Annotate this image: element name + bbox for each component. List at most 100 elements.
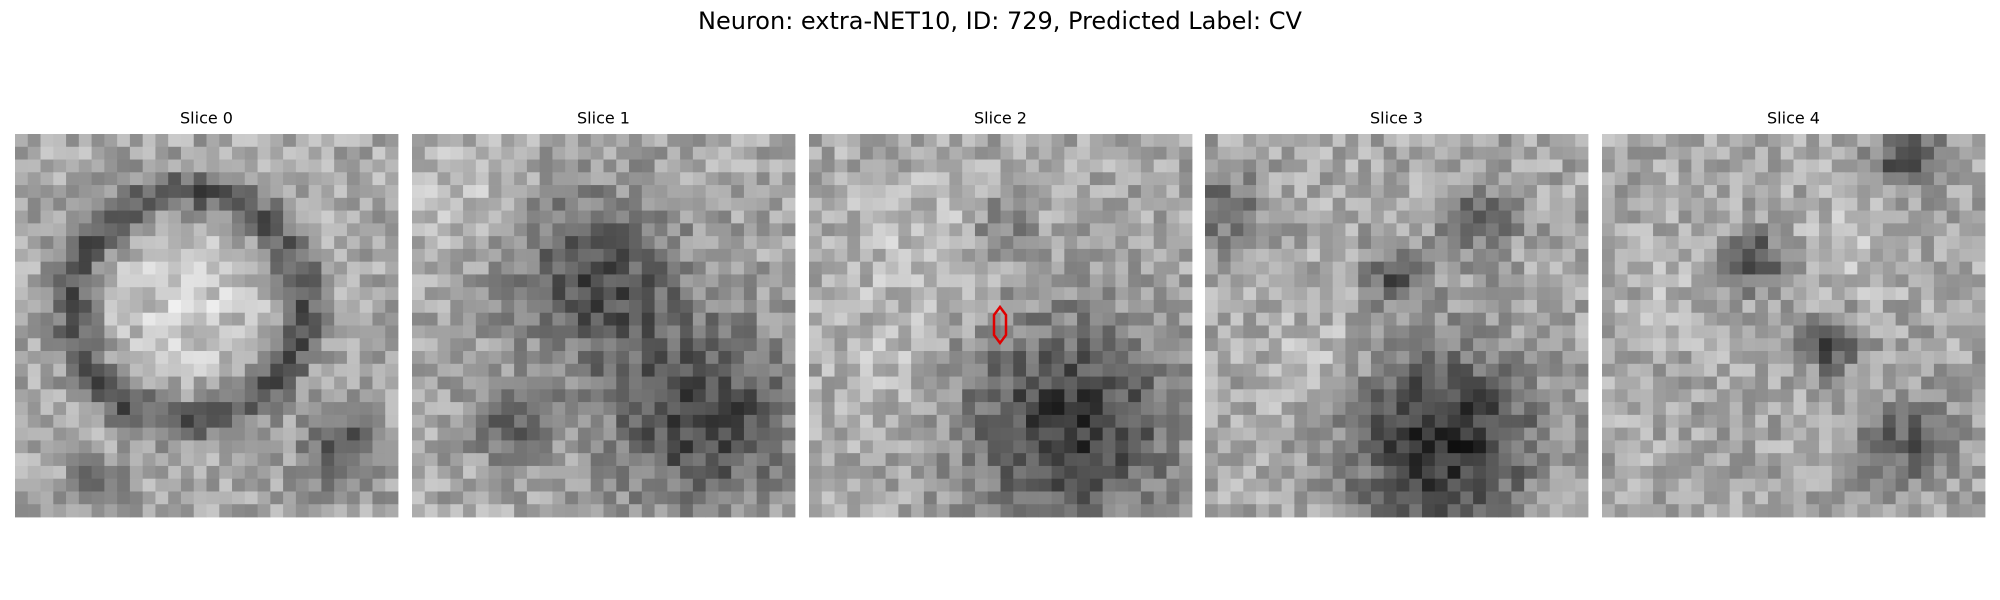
pixel (1064, 312, 1078, 326)
pixel (1575, 325, 1589, 339)
pixel (860, 414, 874, 429)
pixel (1602, 363, 1616, 377)
pixel (987, 414, 1001, 429)
pixel (283, 287, 297, 301)
pixel (936, 185, 950, 199)
pixel (629, 465, 643, 480)
pixel (847, 491, 861, 505)
pixel (1051, 274, 1065, 288)
pixel (1434, 261, 1448, 275)
pixel (1434, 159, 1448, 173)
pixel (1383, 197, 1397, 211)
pixel (526, 351, 541, 365)
pixel (1370, 440, 1385, 454)
pixel (359, 185, 373, 199)
pixel (1640, 453, 1654, 467)
pixel (257, 491, 271, 505)
pixel (847, 351, 861, 365)
pixel (1831, 185, 1845, 199)
pixel (1345, 478, 1359, 492)
pixel (1473, 159, 1487, 173)
pixel (372, 287, 386, 301)
pixel (1396, 172, 1410, 186)
pixel (232, 210, 246, 224)
pixel (1485, 134, 1500, 148)
pixel (565, 440, 579, 454)
pixel (1755, 491, 1769, 505)
pixel (616, 261, 630, 275)
pixel (346, 185, 361, 199)
pixel (1256, 376, 1270, 390)
pixel (1575, 478, 1589, 492)
pixel (756, 338, 770, 352)
pixel (590, 185, 604, 199)
pixel (936, 261, 950, 275)
pixel (1870, 261, 1884, 275)
pixel (1895, 414, 1909, 429)
pixel (1602, 248, 1616, 263)
pixel (641, 134, 655, 148)
pixel (731, 453, 745, 467)
pixel (1140, 363, 1155, 377)
pixel (117, 376, 131, 390)
pixel (987, 223, 1001, 237)
pixel (27, 363, 41, 377)
pixel (463, 325, 477, 339)
pixel (206, 363, 220, 377)
pixel (962, 299, 976, 314)
pixel (295, 465, 310, 480)
pixel (1115, 325, 1129, 339)
pixel (1383, 185, 1397, 199)
pixel (372, 299, 386, 314)
pixel (782, 210, 796, 224)
pixel (692, 159, 707, 173)
pixel (1844, 427, 1858, 441)
pixel (1038, 389, 1052, 403)
pixel (577, 478, 592, 492)
pixel (463, 172, 477, 186)
pixel (1256, 236, 1270, 250)
pixel (1383, 402, 1397, 416)
pixel (1640, 312, 1654, 326)
pixel (1691, 440, 1705, 454)
pixel (1013, 197, 1027, 211)
pixel (463, 427, 477, 441)
pixel (577, 248, 592, 263)
pixel (1614, 185, 1628, 199)
pixel (412, 389, 426, 403)
pixel (603, 414, 617, 429)
pixel (463, 312, 477, 326)
pixel (1358, 504, 1372, 518)
pixel (1422, 376, 1436, 390)
pixel (117, 159, 131, 173)
pixel (206, 312, 220, 326)
pixel (1549, 504, 1563, 518)
pixel (437, 376, 451, 390)
pixel (1089, 236, 1104, 250)
pixel (1678, 491, 1692, 505)
pixel (1536, 236, 1551, 250)
pixel (1473, 236, 1487, 250)
pixel (424, 351, 438, 365)
pixel (1882, 478, 1897, 492)
pixel (155, 402, 169, 416)
pixel (1524, 172, 1538, 186)
pixel (1345, 261, 1359, 275)
pixel (1422, 261, 1436, 275)
pixel (1383, 134, 1397, 148)
pixel (1640, 338, 1654, 352)
pixel (769, 236, 783, 250)
pixel (142, 478, 156, 492)
pixel (1179, 274, 1193, 288)
pixel (552, 146, 566, 160)
pixel (1370, 172, 1385, 186)
pixel (488, 299, 502, 314)
pixel (756, 402, 770, 416)
pixel (180, 248, 195, 263)
pixel (1038, 402, 1052, 416)
pixel (40, 478, 54, 492)
pixel (1128, 389, 1142, 403)
pixel (78, 453, 92, 467)
pixel (488, 338, 502, 352)
pixel (898, 402, 912, 416)
